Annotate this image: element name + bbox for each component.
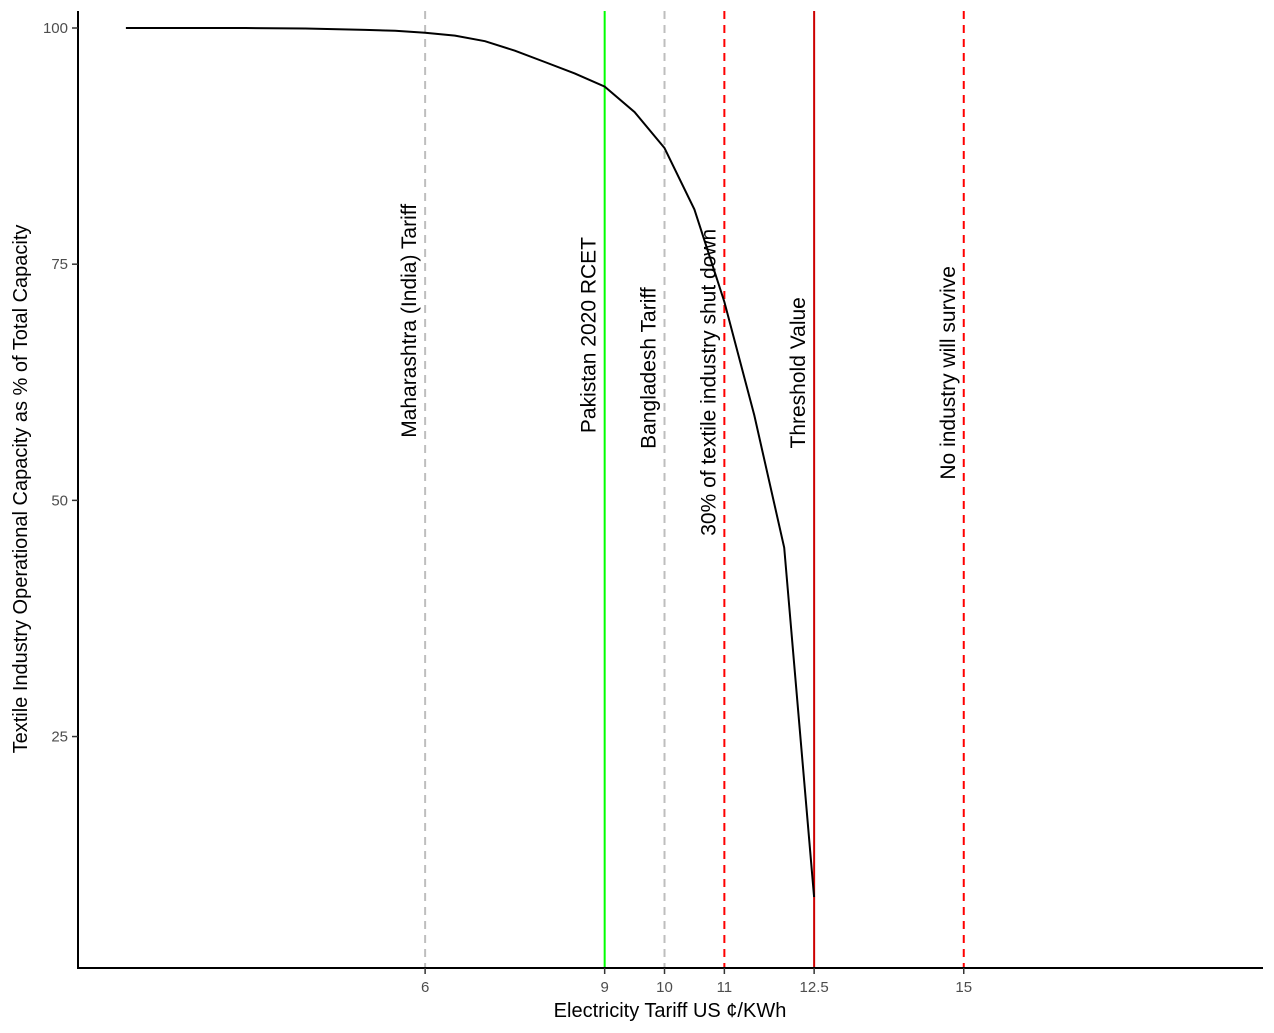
reference-label-1: Pakistan 2020 RCET [578,237,601,433]
reference-label-5: No industry will survive [937,266,960,480]
reference-labels: Maharashtra (India) Tariff Pakistan 2020 … [398,204,960,536]
x-tick-label: 12.5 [800,979,829,996]
reference-label-4: Threshold Value [787,297,810,448]
reference-label-3: 30% of textile industry shut down [697,229,720,536]
x-tick-label: 10 [656,979,673,996]
capacity-curve [125,27,816,898]
reference-label-2: Bangladesh Tariff [638,287,661,449]
reference-lines [424,11,965,968]
y-tick-label: 100 [43,20,68,37]
x-axis-ticks: 6 9 10 11 12.5 15 [421,968,972,996]
y-tick-label: 25 [51,729,68,746]
y-axis-ticks: 25 50 75 100 [43,20,78,746]
reference-label-0: Maharashtra (India) Tariff [398,204,421,438]
y-tick-label: 75 [51,256,68,273]
x-tick-label: 9 [600,979,608,996]
y-tick-label: 50 [51,492,68,509]
x-tick-label: 11 [717,979,733,996]
x-tick-label: 15 [955,979,972,996]
x-tick-label: 6 [421,979,429,996]
x-axis-title: Electricity Tariff US ¢/KWh [554,1000,787,1022]
y-axis-title: Textile Industry Operational Capacity as… [10,225,32,754]
